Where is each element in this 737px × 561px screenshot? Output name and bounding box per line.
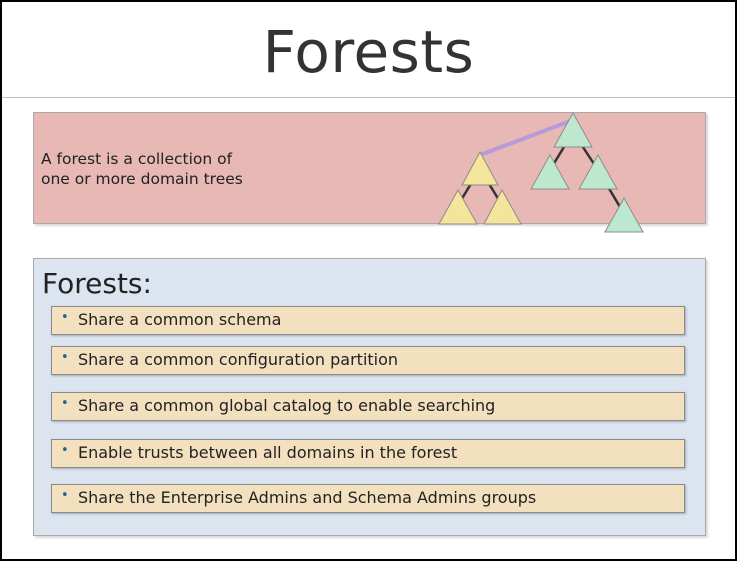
list-item: • Enable trusts between all domains in t… <box>51 439 685 468</box>
bullet-icon: • <box>61 488 69 503</box>
title-divider <box>2 97 735 98</box>
definition-line-2: one or more domain trees <box>41 170 243 188</box>
definition-box: A forest is a collection of one or more … <box>33 112 706 224</box>
list-item: • Share the Enterprise Admins and Schema… <box>51 484 685 513</box>
list-heading: Forests: <box>42 267 152 300</box>
list-item-text: Share the Enterprise Admins and Schema A… <box>78 488 537 507</box>
list-item-text: Share a common schema <box>78 310 282 329</box>
definition-text: A forest is a collection of one or more … <box>41 149 281 189</box>
definition-line-1: A forest is a collection of <box>41 150 233 168</box>
list-item-text: Share a common configuration partition <box>78 350 399 369</box>
list-item: • Share a common configuration partition <box>51 346 685 375</box>
slide-title: Forests <box>262 18 475 86</box>
bullet-icon: • <box>61 396 69 411</box>
bullet-icon: • <box>61 443 69 458</box>
forest-properties-box: Forests: • Share a common schema • Share… <box>33 258 706 536</box>
bullet-icon: • <box>61 350 69 365</box>
list-item-text: Enable trusts between all domains in the… <box>78 443 458 462</box>
list-item: • Share a common global catalog to enabl… <box>51 392 685 421</box>
bullet-icon: • <box>61 310 69 325</box>
list-item-text: Share a common global catalog to enable … <box>78 396 496 415</box>
list-item: • Share a common schema <box>51 306 685 335</box>
